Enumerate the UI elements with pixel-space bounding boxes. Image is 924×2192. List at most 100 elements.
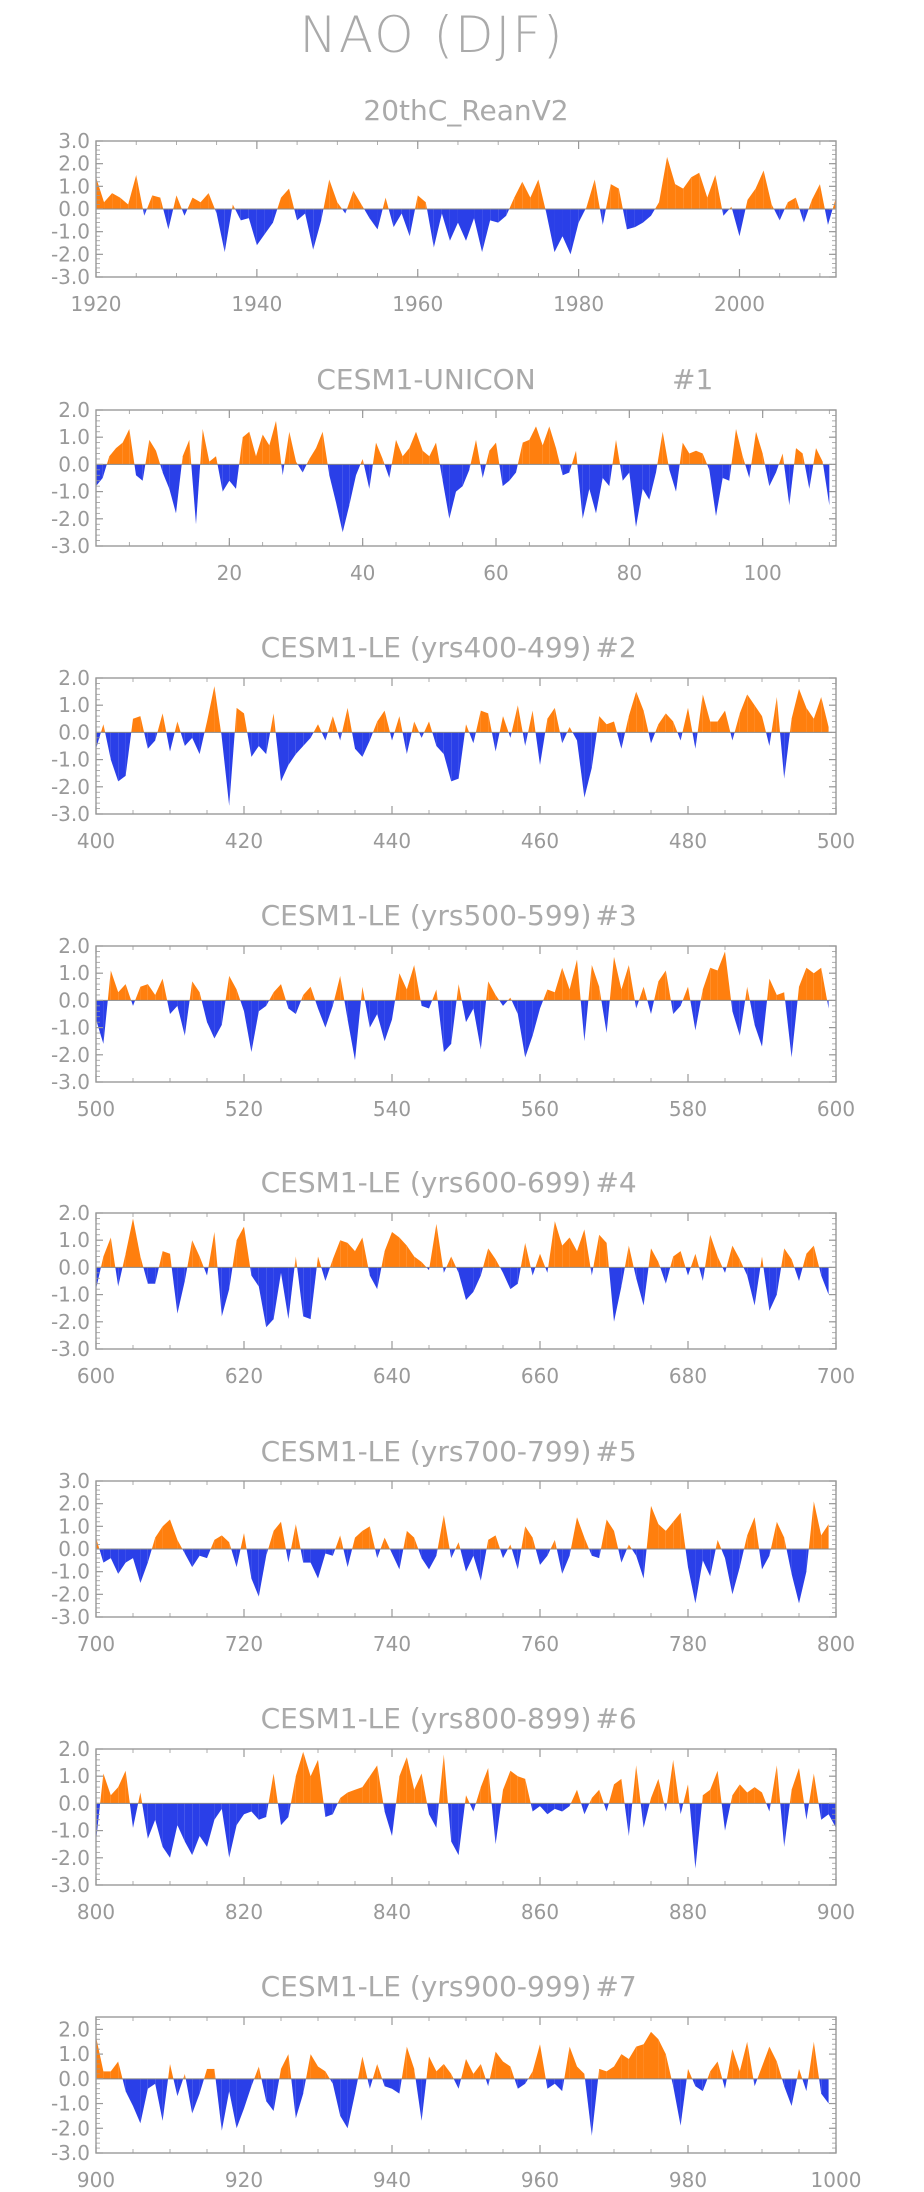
negative-anomaly-area [318, 1549, 326, 1579]
positive-anomaly-area [145, 439, 150, 465]
positive-anomaly-area [696, 450, 703, 465]
negative-anomaly-area [321, 1267, 326, 1281]
negative-anomaly-area [591, 1267, 594, 1276]
y-tick-label: 2.0 [58, 1201, 90, 1225]
positive-anomaly-area [340, 1535, 344, 1549]
y-tick-label: 0.0 [58, 197, 90, 221]
y-tick-label: 1.0 [58, 1228, 90, 1252]
positive-anomaly-area [110, 2061, 119, 2079]
negative-anomaly-area [766, 732, 770, 746]
negative-anomaly-area [392, 2078, 400, 2094]
positive-anomaly-area [813, 1245, 820, 1268]
positive-anomaly-area [488, 1248, 496, 1268]
positive-anomaly-area [808, 2041, 814, 2079]
negative-anomaly-area [207, 1549, 211, 1559]
y-tick-label: 1.0 [58, 1764, 90, 1788]
positive-anomaly-area [406, 1757, 415, 1804]
positive-anomaly-area [451, 1256, 457, 1268]
positive-anomaly-area [754, 1787, 762, 1804]
positive-anomaly-area [525, 1526, 533, 1549]
negative-anomaly-area [185, 2078, 193, 2114]
negative-anomaly-area [643, 1267, 649, 1306]
negative-anomaly-area [608, 1267, 614, 1322]
positive-anomaly-area [337, 1797, 341, 1804]
positive-anomaly-area [110, 970, 119, 1001]
positive-anomaly-area [466, 1795, 470, 1804]
negative-anomaly-area [229, 732, 235, 806]
negative-anomaly-area [725, 1549, 733, 1595]
positive-anomaly-area [806, 707, 814, 733]
positive-anomaly-area [380, 1537, 385, 1549]
positive-anomaly-area [562, 1237, 570, 1268]
negative-anomaly-area [540, 1000, 544, 1009]
positive-anomaly-area [377, 710, 385, 733]
positive-anomaly-area [436, 1223, 443, 1268]
negative-anomaly-area [692, 732, 696, 749]
positive-anomaly-area [802, 453, 805, 465]
negative-anomaly-area [295, 732, 304, 755]
negative-anomaly-area [340, 2078, 348, 2129]
positive-anomaly-area [813, 1773, 819, 1804]
positive-anomaly-area [322, 431, 328, 465]
negative-anomaly-area [651, 732, 656, 744]
positive-anomaly-area [96, 177, 105, 209]
negative-anomaly-area [163, 209, 169, 230]
positive-anomaly-area [594, 179, 600, 209]
negative-anomaly-area [364, 1000, 370, 1028]
negative-anomaly-area [332, 1803, 338, 1815]
positive-anomaly-area [717, 1539, 722, 1549]
negative-anomaly-area [340, 732, 343, 741]
positive-anomaly-area [532, 710, 536, 733]
positive-anomaly-area [556, 448, 560, 465]
y-tick-label: 2.0 [58, 398, 90, 422]
positive-anomaly-area [424, 721, 429, 733]
positive-anomaly-area [192, 1240, 200, 1268]
positive-anomaly-area [281, 984, 286, 1001]
positive-anomaly-area [658, 713, 666, 733]
positive-anomaly-area [510, 997, 512, 1001]
positive-anomaly-area [403, 1530, 407, 1549]
y-tick-label: -2.0 [51, 775, 90, 799]
negative-anomaly-area [291, 2078, 296, 2119]
negative-anomaly-area [99, 1549, 104, 1563]
positive-anomaly-area [176, 195, 182, 209]
positive-anomaly-area [593, 1234, 600, 1268]
negative-anomaly-area [732, 1000, 740, 1036]
positive-anomaly-area [725, 710, 731, 733]
negative-anomaly-area [749, 1000, 755, 1025]
x-tick-label: 540 [373, 1097, 411, 1121]
positive-anomaly-area [466, 724, 470, 733]
negative-anomaly-area [609, 464, 613, 487]
positive-anomaly-area [177, 721, 181, 733]
negative-anomaly-area [647, 1000, 651, 1014]
negative-anomaly-area [266, 1000, 270, 1006]
negative-anomaly-area [530, 1267, 533, 1276]
positive-anomaly-area [769, 2046, 777, 2079]
negative-anomaly-area [392, 732, 395, 741]
x-tick-label: 480 [669, 829, 707, 853]
positive-anomaly-area [417, 195, 426, 209]
negative-anomaly-area [180, 732, 185, 746]
plot-frame [95, 409, 837, 547]
negative-anomaly-area [258, 1549, 267, 1597]
negative-anomaly-area [250, 1267, 252, 1276]
positive-anomaly-area [584, 2073, 585, 2079]
positive-anomaly-area [612, 439, 616, 465]
negative-anomaly-area [794, 1267, 799, 1281]
positive-anomaly-area [361, 204, 365, 209]
negative-anomaly-area [716, 464, 723, 517]
negative-anomaly-area [680, 2078, 687, 2126]
positive-anomaly-area [747, 694, 755, 733]
positive-anomaly-area [347, 707, 353, 733]
negative-anomaly-area [266, 1549, 269, 1556]
y-tick-label: -3.0 [51, 1605, 90, 1629]
negative-anomaly-area [547, 1803, 555, 1815]
positive-anomaly-area [414, 1256, 422, 1268]
positive-anomaly-area [382, 197, 386, 209]
positive-anomaly-area [355, 1787, 363, 1804]
negative-anomaly-area [264, 209, 273, 234]
negative-anomaly-area [332, 1549, 336, 1556]
positive-anomaly-area [355, 1530, 363, 1549]
positive-anomaly-area [688, 986, 691, 1001]
